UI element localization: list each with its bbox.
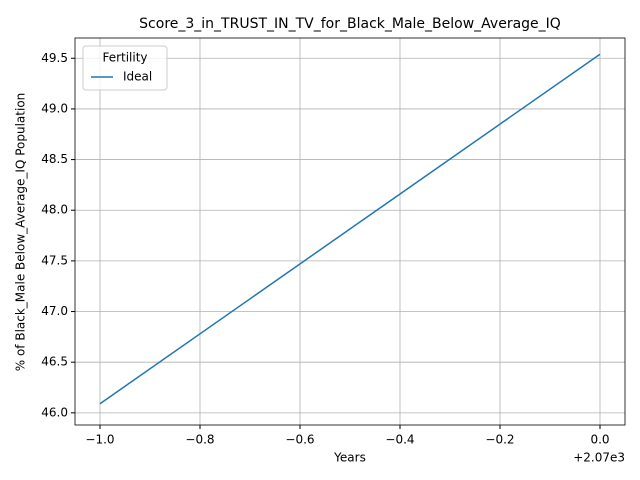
legend-box bbox=[82, 45, 168, 91]
y-tick-label: 47.5 bbox=[41, 253, 68, 267]
y-tick-label: 48.0 bbox=[41, 203, 68, 217]
x-tick-label: −1.0 bbox=[85, 433, 114, 447]
x-tick-label: −0.2 bbox=[485, 433, 514, 447]
y-tick-label: 49.0 bbox=[41, 101, 68, 115]
x-tick-label: 0.0 bbox=[590, 433, 609, 447]
x-tick-label: −0.4 bbox=[385, 433, 414, 447]
legend-label: Ideal bbox=[123, 70, 152, 84]
x-tick-label: −0.6 bbox=[285, 433, 314, 447]
y-tick-label: 47.0 bbox=[41, 304, 68, 318]
x-tick-label: −0.8 bbox=[185, 433, 214, 447]
y-tick-label: 48.5 bbox=[41, 152, 68, 166]
line-series bbox=[99, 53, 601, 405]
y-axis-label: % of Black_Male Below_Average_IQ Populat… bbox=[14, 93, 28, 372]
x-axis-label: Years bbox=[333, 451, 366, 465]
y-tick-label: 46.0 bbox=[41, 405, 68, 419]
chart-title: Score_3_in_TRUST_IN_TV_for_Black_Male_Be… bbox=[139, 16, 561, 32]
x-offset-label: +2.07e3 bbox=[573, 451, 625, 465]
y-tick-label: 46.5 bbox=[41, 355, 68, 369]
legend-title: Fertility bbox=[102, 51, 147, 65]
plot-frame bbox=[74, 37, 626, 426]
y-tick-label: 49.5 bbox=[41, 51, 68, 65]
